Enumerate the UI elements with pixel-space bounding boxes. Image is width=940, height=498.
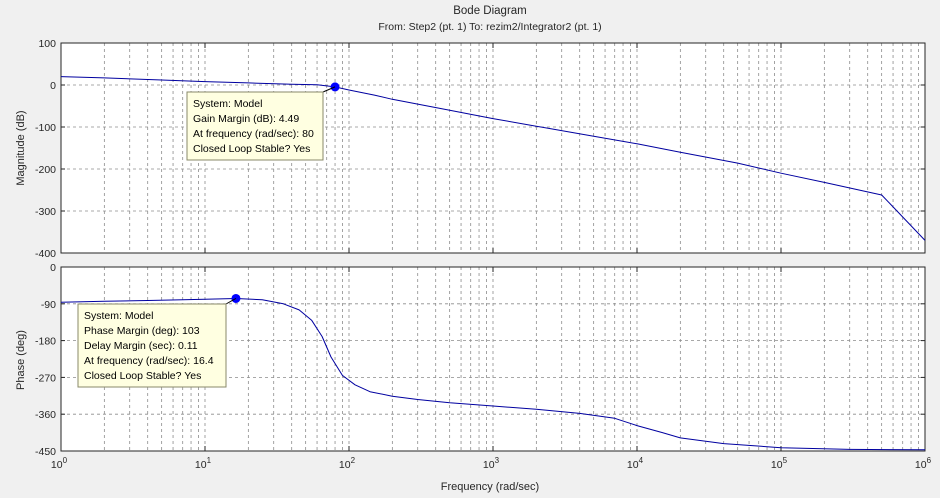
tick-base: 10 [915, 459, 927, 471]
tick-base: 10 [771, 459, 783, 471]
tick-exponent: 6 [927, 456, 932, 465]
phase-datatip-line: Closed Loop Stable? Yes [84, 370, 201, 382]
tick-exponent: 1 [207, 456, 212, 465]
magnitude-axis-label: Magnitude (dB) [15, 110, 27, 185]
tick-exponent: 2 [351, 456, 356, 465]
datatips: System: Model Gain Margin (dB): 4.49 At fr… [77, 86, 336, 388]
phase-ytick-label: -180 [35, 336, 56, 348]
phase-datatip-line: Phase Margin (deg): 103 [84, 325, 200, 337]
phase-ytick-label: -90 [41, 299, 56, 311]
phase-ytick-label: 0 [50, 262, 56, 274]
magnitude-ytick-label: 0 [50, 80, 56, 92]
magnitude-ytick-label: -400 [35, 248, 56, 260]
magnitude-datatip-line: Gain Margin (dB): 4.49 [193, 113, 299, 125]
phase-datatip-pointer [225, 298, 237, 305]
magnitude-axes[interactable]: 100 0 -100 -200 -300 -400 [35, 38, 926, 260]
phase-datatip-line: Delay Margin (sec): 0.11 [84, 340, 198, 352]
tick-base: 10 [51, 459, 63, 471]
tick-exponent: 0 [63, 456, 68, 465]
phase-response-line[interactable] [60, 298, 926, 451]
magnitude-datatip-box[interactable] [186, 91, 324, 161]
frequency-tick-label: 103 [483, 456, 500, 471]
magnitude-datatip-line: Closed Loop Stable? Yes [193, 143, 310, 155]
frequency-tick-label: 105 [771, 456, 788, 471]
figure-subtitle: From: Step2 (pt. 1) To: rezim2/Integrato… [378, 21, 601, 33]
magnitude-ytick-label: 100 [38, 38, 56, 50]
frequency-tick-label: 106 [915, 456, 932, 471]
tick-exponent: 5 [783, 456, 788, 465]
tick-base: 10 [483, 459, 495, 471]
phase-datatip-box[interactable] [77, 303, 227, 388]
phase-ytick-label: -360 [35, 409, 56, 421]
tick-exponent: 4 [639, 456, 644, 465]
x-axis-label: Frequency (rad/sec) [441, 481, 539, 493]
magnitude-datatip-line: At frequency (rad/sec): 80 [193, 128, 314, 140]
phase-datatip-line: At frequency (rad/sec): 16.4 [84, 355, 214, 367]
magnitude-ytick-label: -200 [35, 164, 56, 176]
frequency-tick-label: 100 [51, 456, 68, 471]
phase-ytick-label: -270 [35, 372, 56, 384]
phase-datatip-line: System: Model [84, 310, 153, 322]
tick-base: 10 [339, 459, 351, 471]
frequency-tick-label: 104 [627, 456, 644, 471]
magnitude-datatip-line: System: Model [193, 98, 262, 110]
figure-title: Bode Diagram [453, 5, 527, 17]
tick-exponent: 3 [495, 456, 500, 465]
magnitude-response-line[interactable] [60, 76, 926, 241]
tick-base: 10 [195, 459, 207, 471]
magnitude-ytick-label: -300 [35, 206, 56, 218]
tick-base: 10 [627, 459, 639, 471]
phase-axes[interactable]: 0 -90 -180 -270 -360 -450 [35, 262, 926, 458]
magnitude-ytick-label: -100 [35, 122, 56, 134]
frequency-tick-label: 102 [339, 456, 356, 471]
frequency-tick-label: 101 [195, 456, 212, 471]
magnitude-datatip-pointer [322, 86, 336, 93]
frequency-tick-labels: 100 101 102 103 104 105 106 [51, 456, 932, 471]
phase-axis-label: Phase (deg) [15, 330, 27, 390]
phase-ytick-label: -450 [35, 446, 56, 458]
